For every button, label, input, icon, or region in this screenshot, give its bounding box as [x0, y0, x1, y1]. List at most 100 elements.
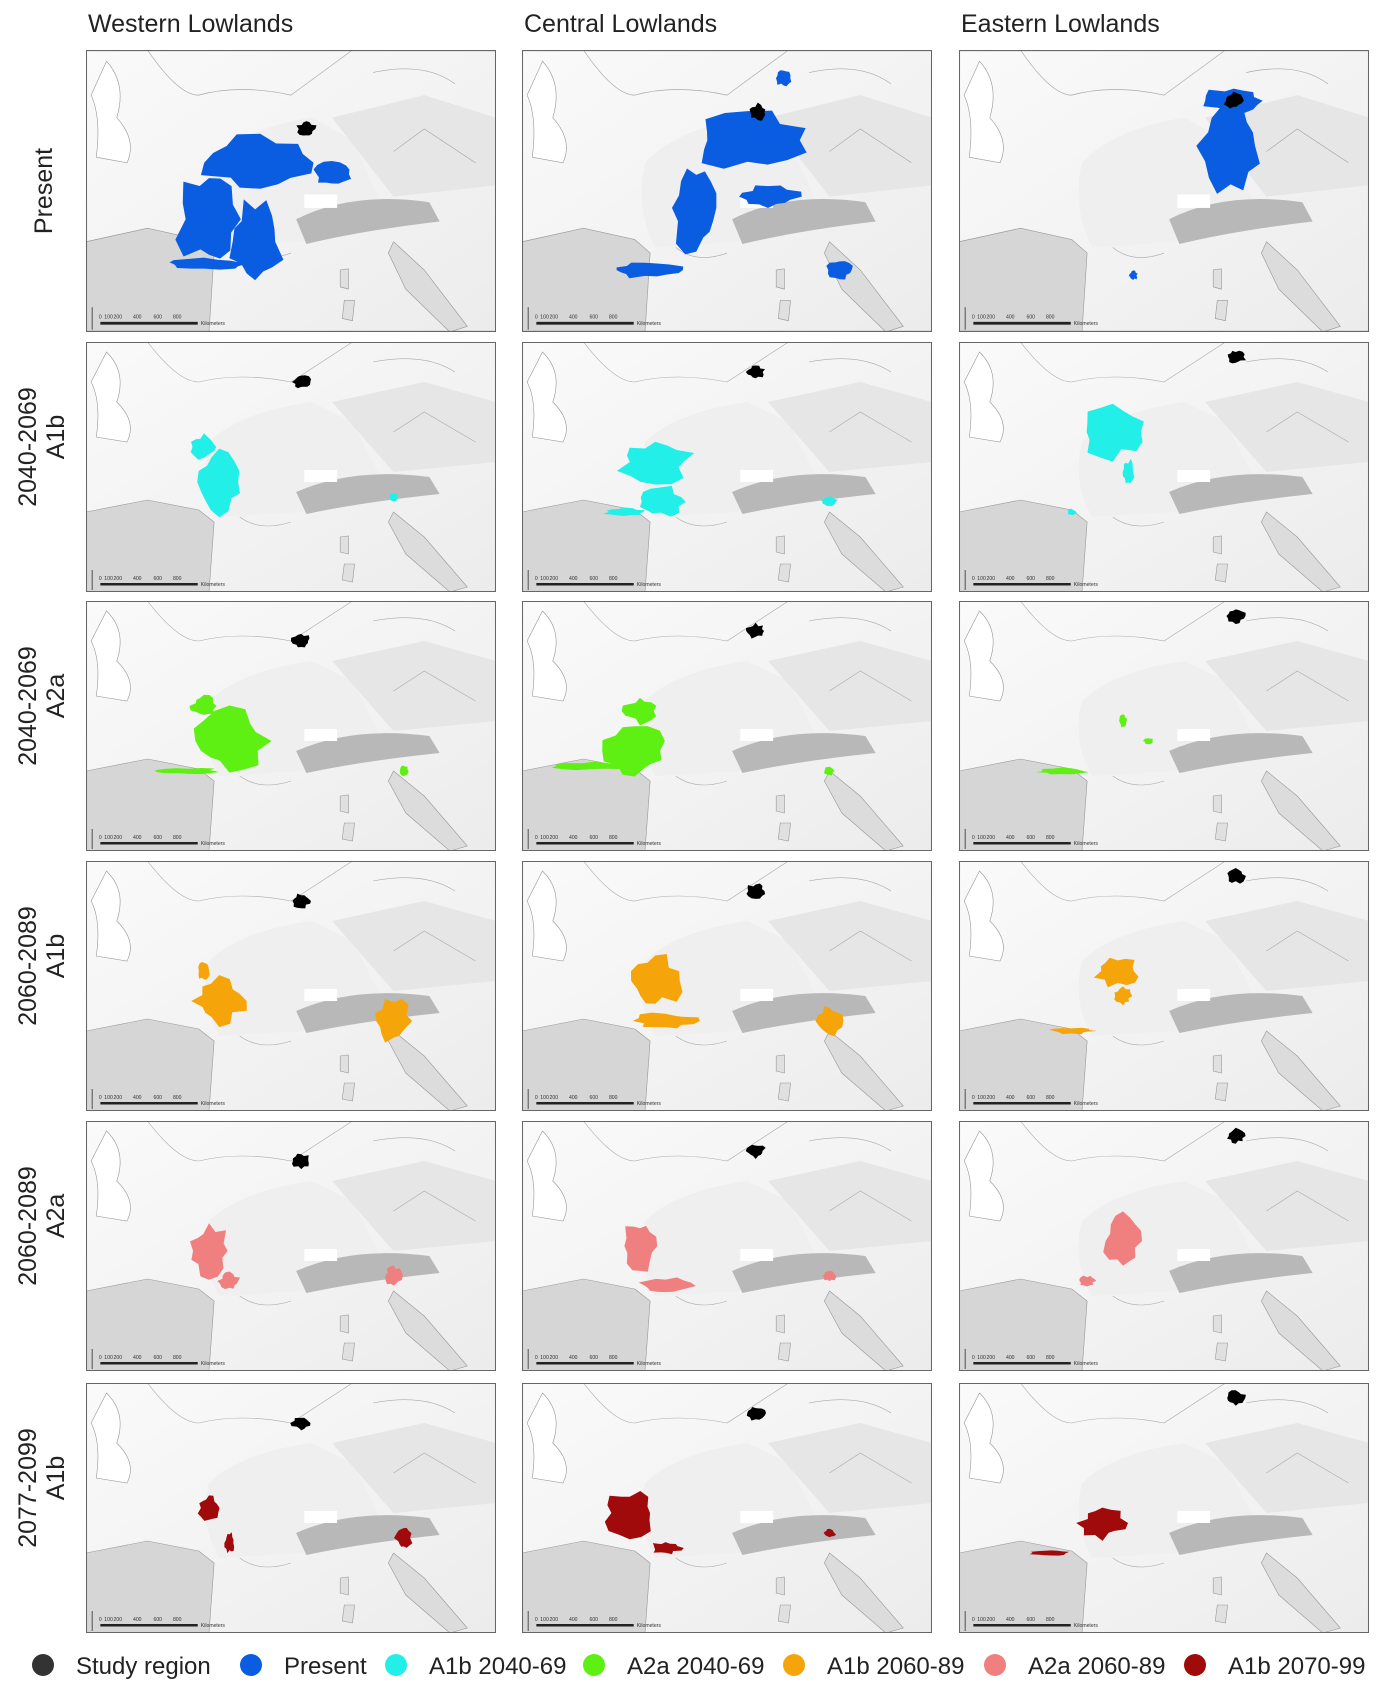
scale-tick: 600 [153, 835, 162, 841]
scale-tick: 800 [1046, 1617, 1055, 1623]
scale-tick: 800 [1046, 1095, 1055, 1101]
scale-bar [536, 1102, 633, 1105]
scale-bar [100, 1624, 197, 1627]
scale-tick: 100 [540, 835, 549, 841]
base-map [86, 861, 496, 1111]
scale-unit: Kilometers [637, 582, 662, 588]
scale-bar [536, 842, 633, 845]
scale-bar [973, 1102, 1070, 1105]
scale-tick: 400 [133, 1355, 142, 1361]
scale-tick: 200 [114, 1355, 123, 1361]
legend-label: Study region [76, 1653, 211, 1680]
scale-tick: 100 [977, 835, 986, 841]
scale-tick: 600 [1026, 314, 1035, 320]
base-map [959, 1121, 1369, 1371]
scale-bar [973, 1624, 1070, 1627]
scale-unit: Kilometers [201, 1101, 226, 1107]
scale-unit: Kilometers [201, 582, 226, 588]
scale-bar [536, 1624, 633, 1627]
scale-tick: 200 [550, 314, 559, 320]
scale-tick: 400 [569, 314, 578, 320]
scale-bar [100, 1102, 197, 1105]
map-panel: 0100200400600800Kilometers [959, 861, 1369, 1111]
scale-tick: 800 [609, 835, 618, 841]
scale-unit: Kilometers [201, 841, 226, 847]
scale-tick: 100 [104, 1355, 113, 1361]
scale-unit: Kilometers [1074, 1101, 1099, 1107]
scale-tick: 0 [972, 1355, 975, 1361]
scale-unit: Kilometers [637, 1623, 662, 1629]
scale-tick: 800 [1046, 835, 1055, 841]
scale-tick: 600 [589, 1617, 598, 1623]
scale-bar [973, 1362, 1070, 1365]
row-label: 2060-2089 [14, 906, 42, 1026]
scale-tick: 600 [589, 1095, 598, 1101]
scale-tick: 600 [153, 1355, 162, 1361]
legend-swatch [783, 1654, 805, 1676]
legend-label: A1b 2040-69 [429, 1653, 566, 1680]
scale-bar [536, 322, 633, 325]
scale-tick: 200 [987, 835, 996, 841]
row-label: A1b [42, 415, 70, 459]
scale-unit: Kilometers [1074, 1361, 1099, 1367]
scale-tick: 800 [173, 1617, 182, 1623]
map-panel: 0100200400600800Kilometers [522, 861, 932, 1111]
base-map [522, 342, 932, 592]
map-panel: 0100200400600800Kilometers [86, 50, 496, 332]
scale-bar [536, 583, 633, 586]
base-map [86, 342, 496, 592]
scale-unit: Kilometers [201, 1623, 226, 1629]
map-panel: 0100200400600800Kilometers [522, 50, 932, 332]
base-map [959, 1383, 1369, 1633]
scale-bar [536, 1362, 633, 1365]
scale-tick: 400 [569, 835, 578, 841]
scale-bar [100, 842, 197, 845]
row-label: Present [30, 148, 58, 234]
scale-bar [100, 322, 197, 325]
scale-tick: 100 [104, 314, 113, 320]
row-label: 2040-2069 [14, 387, 42, 507]
scale-unit: Kilometers [637, 1101, 662, 1107]
scale-tick: 0 [535, 314, 538, 320]
base-map [86, 1121, 496, 1371]
scale-tick: 600 [153, 1617, 162, 1623]
figure: Western LowlandsCentral LowlandsEastern … [0, 0, 1392, 1690]
legend-swatch [32, 1654, 54, 1676]
base-map [959, 601, 1369, 851]
base-map [86, 601, 496, 851]
scale-tick: 600 [589, 1355, 598, 1361]
scale-tick: 200 [987, 1095, 996, 1101]
scale-tick: 200 [114, 835, 123, 841]
scale-bar [973, 322, 1070, 325]
scale-tick: 400 [569, 1095, 578, 1101]
scale-tick: 0 [535, 576, 538, 582]
scale-tick: 400 [133, 314, 142, 320]
scale-tick: 400 [1006, 835, 1015, 841]
scale-tick: 200 [114, 1095, 123, 1101]
base-map [522, 1121, 932, 1371]
scale-tick: 100 [977, 576, 986, 582]
distribution-area [605, 1491, 651, 1539]
map-panel: 0100200400600800Kilometers [959, 1383, 1369, 1633]
scale-tick: 100 [104, 835, 113, 841]
scale-tick: 800 [1046, 314, 1055, 320]
scale-tick: 100 [104, 1095, 113, 1101]
scale-tick: 0 [99, 1355, 102, 1361]
scale-tick: 400 [133, 576, 142, 582]
scale-tick: 100 [977, 314, 986, 320]
scale-tick: 600 [153, 314, 162, 320]
scale-tick: 0 [99, 1617, 102, 1623]
legend-swatch [240, 1654, 262, 1676]
base-map [522, 861, 932, 1111]
scale-tick: 400 [1006, 1095, 1015, 1101]
base-map [959, 50, 1369, 332]
scale-unit: Kilometers [201, 321, 225, 327]
scale-tick: 0 [535, 1617, 538, 1623]
scale-tick: 200 [987, 314, 996, 320]
scale-tick: 800 [1046, 576, 1055, 582]
scale-tick: 800 [609, 1095, 618, 1101]
column-title: Eastern Lowlands [961, 10, 1160, 38]
base-map [959, 342, 1369, 592]
